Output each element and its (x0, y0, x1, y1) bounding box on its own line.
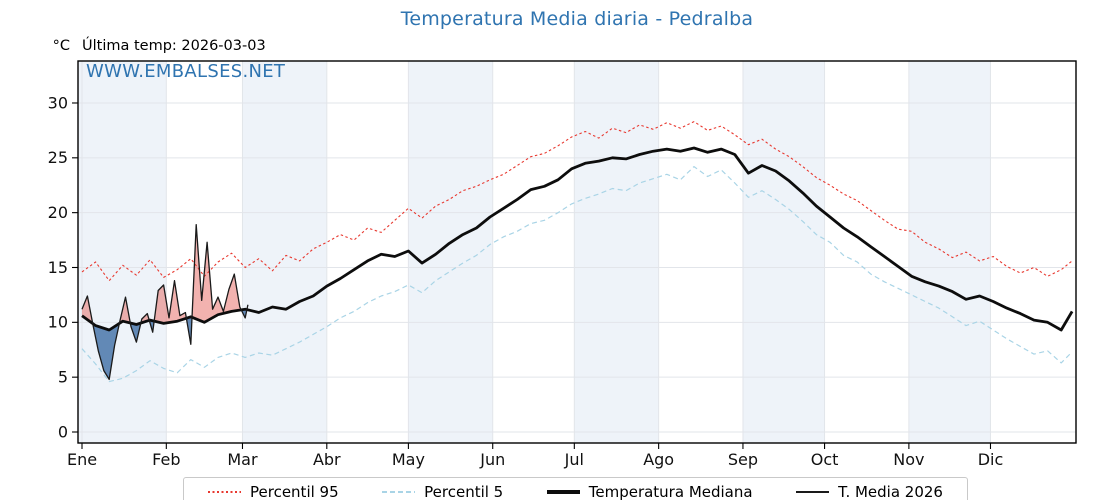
x-tick-label: Feb (152, 450, 180, 469)
y-tick-label: 30 (48, 93, 68, 112)
legend-label: Percentil 95 (250, 483, 339, 500)
y-axis-unit-label: °C (52, 38, 70, 54)
month-band (574, 61, 659, 443)
x-tick-label: Mar (227, 450, 258, 469)
legend-label: T. Media 2026 (838, 483, 943, 500)
x-tick-label: Sep (728, 450, 758, 469)
x-tick-label: Nov (893, 450, 924, 469)
legend-item-t-media-2026: T. Media 2026 (796, 483, 943, 500)
month-band (242, 61, 327, 443)
legend-item-temperatura-mediana: Temperatura Mediana (546, 483, 753, 500)
y-tick-label: 10 (48, 313, 68, 332)
x-tick-label: Jul (564, 450, 584, 469)
fill-below-median (131, 322, 142, 343)
watermark-text: WWW.EMBALSES.NET (86, 61, 286, 82)
percentil-5-line-marker (382, 491, 416, 493)
series-percentil-5 (81, 166, 1073, 383)
legend-label: Temperatura Mediana (588, 483, 753, 500)
fill-above-median (119, 297, 131, 325)
fill-above-median (154, 280, 187, 324)
y-tick-label: 15 (48, 258, 68, 277)
fill-below-median (241, 308, 248, 318)
month-band (908, 61, 991, 443)
series-percentil-95 (81, 121, 1073, 282)
month-band (78, 61, 167, 443)
y-tick-label: 0 (58, 422, 68, 441)
legend: Percentil 95 Percentil 5 Temperatura Med… (183, 477, 968, 500)
percentil-95-line-marker (208, 491, 241, 493)
page-title: Temperatura Media diaria - Pedralba (400, 8, 754, 30)
month-band (742, 61, 825, 443)
y-tick-label: 5 (58, 367, 68, 386)
t-media-2026-line-marker (796, 491, 830, 493)
x-tick-label: Oct (811, 450, 839, 469)
y-tick-label: 20 (48, 203, 68, 222)
x-tick-label: Dic (978, 450, 1004, 469)
month-band (408, 61, 493, 443)
series-t-media-2026 (81, 224, 249, 381)
axis-ticks (72, 102, 992, 449)
x-tick-label: Jun (479, 450, 505, 469)
x-tick-label: May (392, 450, 425, 469)
legend-label: Percentil 5 (424, 483, 504, 500)
x-tick-label: Ago (643, 450, 674, 469)
legend-item-percentil-95: Percentil 95 (208, 483, 339, 500)
x-tick-label: Abr (313, 450, 341, 469)
mediana-line-marker (546, 490, 580, 494)
gridlines (78, 61, 1076, 443)
y-tick-label: 25 (48, 148, 68, 167)
x-tick-label: Ene (67, 450, 97, 469)
plot-frame (77, 60, 1077, 444)
month-bands (78, 61, 991, 443)
fill-below-median (92, 323, 120, 380)
last-temp-label: Última temp: 2026-03-03 (82, 38, 266, 54)
fill-above-median (192, 224, 242, 323)
legend-item-percentil-5: Percentil 5 (382, 483, 503, 500)
axis-labels: 0 5 10 15 20 25 30 Ene Feb Mar Abr May Jun Jul Ago Sep O… (48, 93, 1004, 469)
series-lines (81, 121, 1074, 383)
